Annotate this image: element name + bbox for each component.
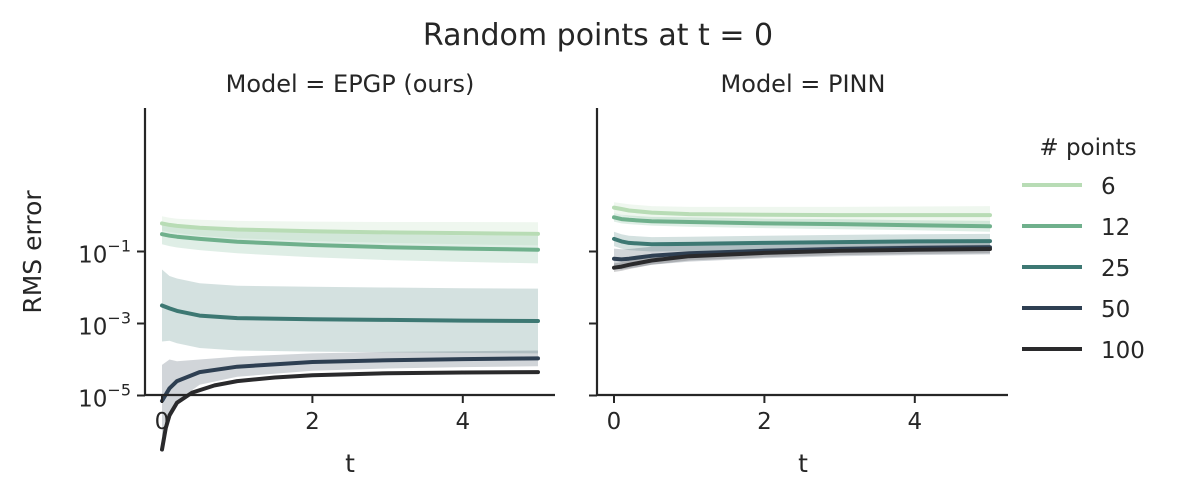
y-ticks-epgp: 10−1 10−3 10−5 (78, 237, 145, 413)
series-line-epgp-50 (160, 356, 540, 403)
x-ticks-pinn: 0 2 4 (607, 395, 922, 435)
bands-epgp (162, 216, 538, 452)
y-axis-label: RMS error (18, 190, 47, 314)
series-line-epgp-25 (160, 303, 540, 323)
panel-epgp: Model = EPGP (ours) 0 2 4 10−1 10−3 10−5 t R… (18, 70, 555, 478)
legend-label-6: 6 (1101, 174, 1116, 200)
legend-label-100: 100 (1101, 338, 1145, 364)
panel-pinn: Model = PINN 0 2 4 t (589, 70, 1008, 478)
x-ticks-epgp: 0 2 4 (155, 395, 470, 435)
y-tick-label: 10−3 (78, 309, 131, 341)
x-tick-label-pinn: 2 (757, 409, 772, 435)
lines-pinn (612, 205, 992, 270)
y-ticks-pinn (589, 250, 597, 397)
series-line-pinn-100 (612, 247, 992, 270)
x-tick-label-pinn: 4 (907, 409, 922, 435)
x-tick-label-epgp: 0 (155, 409, 170, 435)
series-line-pinn-25 (612, 236, 992, 247)
lines-epgp (160, 221, 540, 452)
legend-label-25: 25 (1101, 256, 1130, 282)
legend-title: # points (1039, 135, 1136, 161)
legend: # points 6 12 25 50 100 (1022, 135, 1145, 364)
y-tick-label: 10−1 (78, 237, 131, 269)
figure-title: Random points at t = 0 (423, 18, 773, 53)
series-line-epgp-6 (160, 221, 540, 236)
series-line-pinn-12 (612, 215, 992, 229)
legend-entries: 6 12 25 50 100 (1022, 174, 1145, 364)
series-line-epgp-100 (160, 370, 540, 452)
confidence-band-epgp-12 (162, 224, 538, 264)
x-axis-label-pinn: t (798, 449, 808, 478)
panel-title-epgp: Model = EPGP (ours) (226, 70, 475, 98)
y-tick-label: 10−5 (78, 381, 131, 413)
x-tick-label-pinn: 0 (607, 409, 622, 435)
series-line-epgp-12 (160, 232, 540, 252)
confidence-band-epgp-50 (162, 350, 538, 437)
x-tick-label-epgp: 2 (305, 409, 320, 435)
series-line-pinn-6 (612, 205, 992, 218)
confidence-band-epgp-25 (162, 269, 538, 354)
legend-label-50: 50 (1101, 297, 1130, 323)
x-axis-label-epgp: t (345, 449, 355, 478)
panel-title-pinn: Model = PINN (721, 70, 886, 98)
legend-label-12: 12 (1101, 215, 1130, 241)
x-tick-label-epgp: 4 (455, 409, 470, 435)
